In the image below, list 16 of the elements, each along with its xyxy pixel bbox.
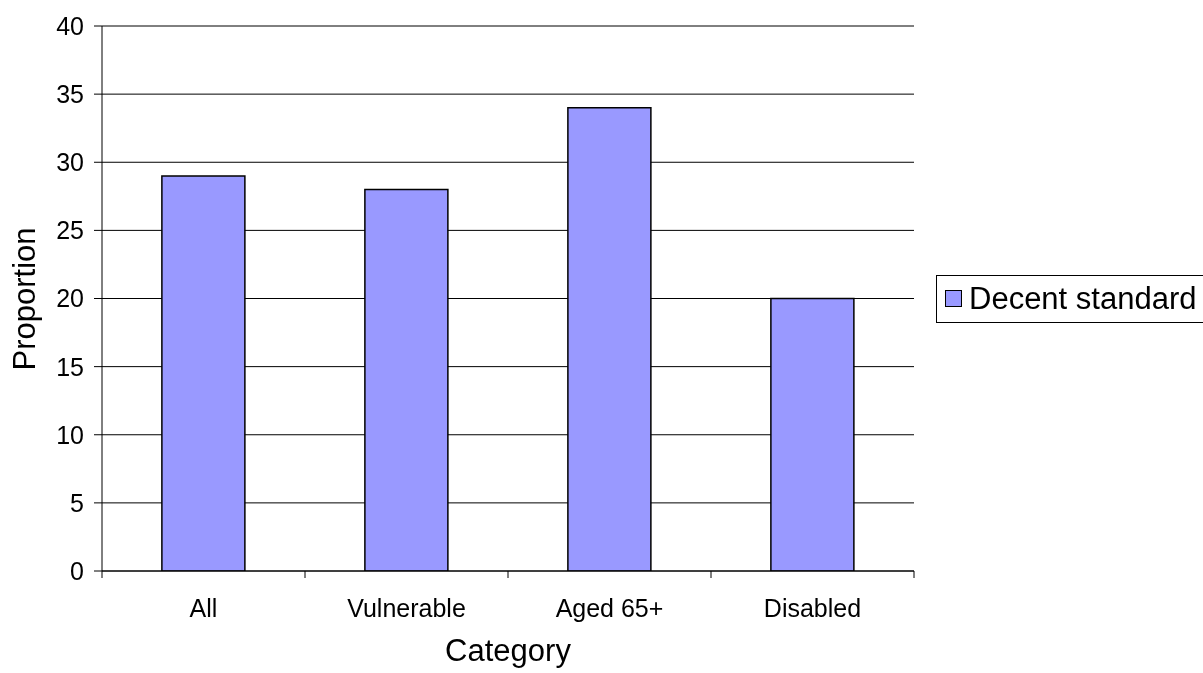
legend-label: Decent standard: [969, 280, 1197, 317]
y-tick-label: 15: [56, 352, 84, 381]
y-tick-label: 10: [56, 420, 84, 449]
y-tick-label: 20: [56, 284, 84, 313]
x-axis-title: Category: [444, 632, 572, 670]
y-tick-label: 5: [70, 488, 84, 517]
y-tick-label: 0: [70, 556, 84, 585]
y-tick-label: 30: [56, 148, 84, 177]
x-tick-label: Aged 65+: [555, 594, 664, 622]
x-tick-label: Vulnerable: [347, 594, 466, 622]
y-tick-label: 40: [56, 11, 84, 40]
y-tick-label: 35: [56, 80, 84, 108]
x-tick-label: Disabled: [763, 594, 862, 622]
x-tick-label: All: [189, 594, 218, 622]
y-axis-title: Proportion: [7, 226, 43, 371]
y-tick-label: 25: [56, 216, 84, 245]
